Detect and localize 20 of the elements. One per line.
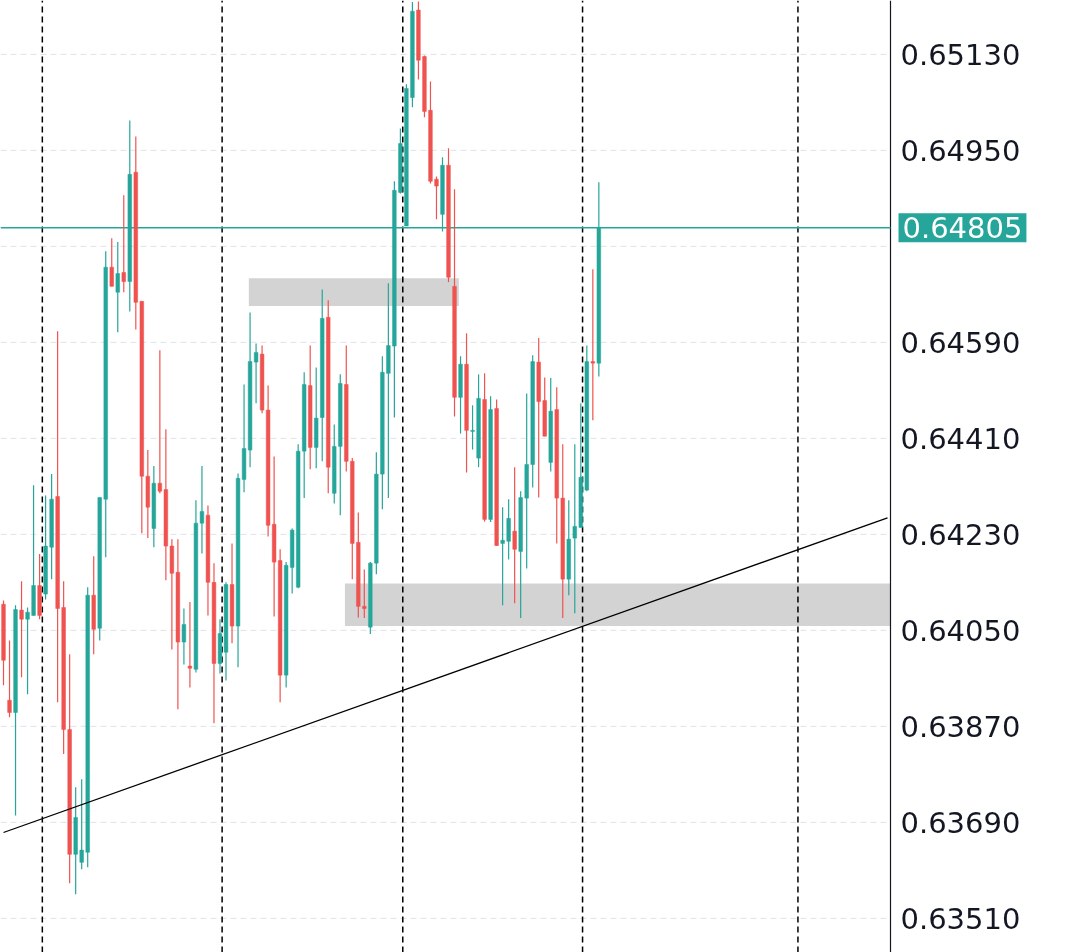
y-tick-label: 0.64590 [900,325,1021,360]
candlestick [590,268,595,421]
ref-line-label: 0.64805 [902,211,1023,246]
y-tick-label: 0.64050 [900,613,1021,648]
candlestick [7,639,12,718]
candlestick [121,194,126,293]
candlestick [187,601,193,689]
candlestick [115,241,120,333]
y-tick-label: 0.64230 [900,517,1021,552]
y-tick-label: 0.64950 [900,133,1021,168]
y-tick-label: 0.63870 [900,709,1021,744]
candlestick [181,607,187,666]
y-tick-label: 0.64410 [900,421,1021,456]
y-tick-label: 0.63690 [900,805,1021,840]
candlestick [199,465,205,555]
candlestick [19,580,24,678]
candlestick [512,466,517,604]
y-tick-label: 0.65130 [900,37,1021,72]
candlestick [109,237,114,287]
y-tick-label: 0.63510 [900,901,1021,936]
